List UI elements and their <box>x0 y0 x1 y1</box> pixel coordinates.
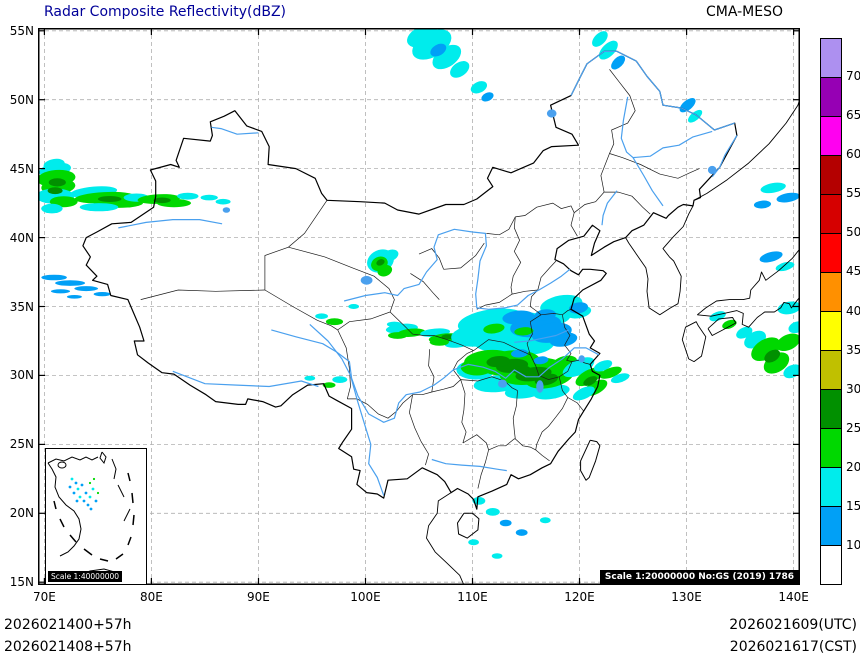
lon-axis-label: 110E <box>457 590 488 604</box>
south-china-sea-inset: Scale 1:40000000 <box>45 448 147 585</box>
colorbar-scale <box>820 38 842 585</box>
colorbar-segment <box>821 311 841 350</box>
lat-axis-label: 50N <box>9 92 34 107</box>
colorbar-segment <box>821 155 841 194</box>
colorbar-tick-label: 65 <box>846 108 860 123</box>
lat-axis-label: 40N <box>9 230 34 245</box>
footer-init-times: 2026021400+57h 2026021408+57h <box>4 614 132 658</box>
colorbar-tick-label: 40 <box>846 303 860 318</box>
colorbar-tick-label: 60 <box>846 147 860 162</box>
model-name: CMA-MESO <box>706 4 784 20</box>
inset-scale-note: Scale 1:40000000 <box>48 571 123 582</box>
south-china-sea-inset-map <box>47 451 135 578</box>
lon-axis-label: 80E <box>140 590 163 604</box>
lat-axis-label: 15N <box>9 575 34 590</box>
colorbar-segment <box>821 194 841 233</box>
lon-axis-label: 120E <box>564 590 595 604</box>
colorbar-tick-label: 35 <box>846 342 860 357</box>
lat-axis-label: 25N <box>9 437 34 452</box>
valid-time-utc: 2026021609(UTC) <box>729 617 857 633</box>
map-frame <box>38 28 800 585</box>
init-time-line1: 2026021400+57h <box>4 617 132 633</box>
colorbar-tick-label: 10 <box>846 537 860 552</box>
init-time-line2: 2026021408+57h <box>4 639 132 655</box>
national-boundary-layer <box>82 50 800 585</box>
lon-axis-label: 140E <box>778 590 809 604</box>
colorbar-tick-label: 15 <box>846 498 860 513</box>
colorbar-segment <box>821 116 841 155</box>
lat-axis-label: 35N <box>9 299 34 314</box>
map-plot-area: Scale 1:40000000 Scale 1:20000000 No:GS … <box>38 28 800 585</box>
lat-axis-label: 20N <box>9 506 34 521</box>
colorbar-tick-label: 50 <box>846 225 860 240</box>
colorbar-tick-label: 55 <box>846 186 860 201</box>
dbz-colorbar: 70 65 60 55 50 45 40 35 30 25 20 15 10 <box>820 38 860 585</box>
china-radar-map <box>38 28 800 585</box>
lon-axis-label: 70E <box>32 590 56 604</box>
lon-axis-label: 130E <box>671 590 702 604</box>
colorbar-tick-label: 20 <box>846 459 860 474</box>
colorbar-segment <box>821 389 841 428</box>
river-layer <box>118 50 738 496</box>
colorbar-segment <box>821 428 841 467</box>
lat-axis-label: 30N <box>9 368 34 383</box>
colorbar-tick-label: 30 <box>846 381 860 396</box>
colorbar-segment <box>821 272 841 311</box>
colorbar-tick-label: 70 <box>846 69 860 84</box>
colorbar-segment <box>821 506 841 545</box>
province-boundary-layer <box>140 69 700 489</box>
lat-axis-label: 45N <box>9 161 34 176</box>
lon-axis-label: 100E <box>350 590 381 604</box>
colorbar-tick-label: 45 <box>846 264 860 279</box>
colorbar-tick-label: 25 <box>846 420 860 435</box>
colorbar-segment <box>821 233 841 272</box>
colorbar-segment <box>821 545 841 584</box>
map-scale-note: Scale 1:20000000 No:GS (2019) 1786 <box>599 570 799 584</box>
chart-title: Radar Composite Reflectivity(dBZ) <box>44 4 287 20</box>
valid-time-cst: 2026021617(CST) <box>729 639 857 655</box>
inset-echo-layer <box>68 477 100 511</box>
colorbar-segment <box>821 467 841 506</box>
grid-layer <box>38 28 800 585</box>
footer-valid-times: 2026021609(UTC) 2026021617(CST) <box>729 614 857 658</box>
lat-axis-label: 55N <box>9 23 34 38</box>
colorbar-segment <box>821 77 841 116</box>
nine-dash-line <box>53 472 135 562</box>
colorbar-segment <box>821 350 841 389</box>
colorbar-segment <box>821 39 841 77</box>
radar-echo-layer <box>38 28 800 559</box>
lon-axis-label: 90E <box>247 590 270 604</box>
